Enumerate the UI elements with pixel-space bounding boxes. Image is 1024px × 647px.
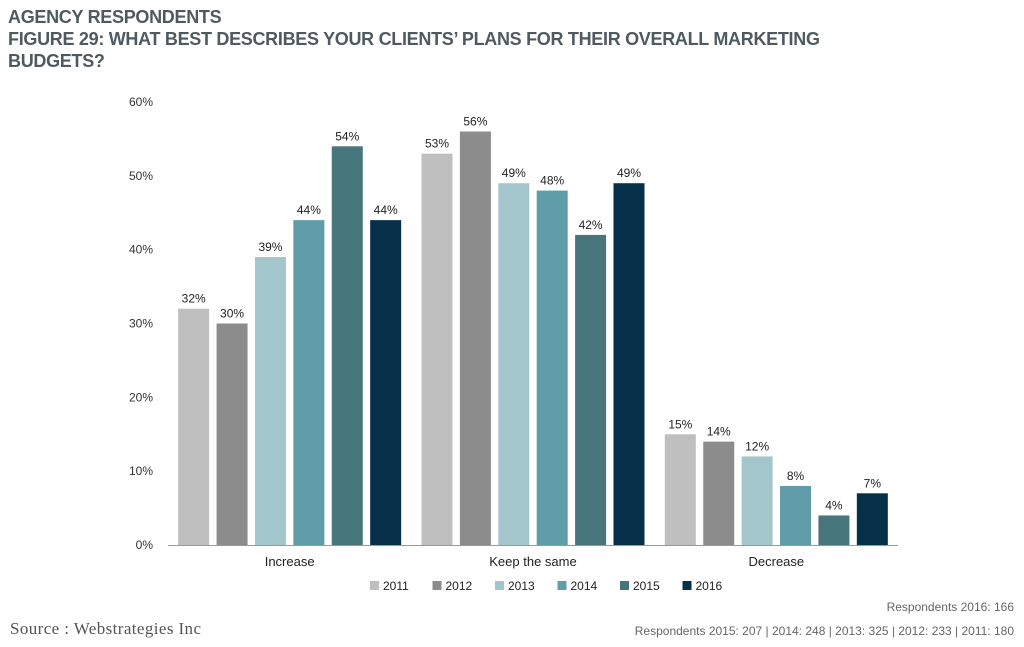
legend-swatch-2012 bbox=[432, 581, 442, 590]
bar-2013-decrease bbox=[741, 456, 773, 545]
y-tick-label: 40% bbox=[129, 243, 153, 257]
bar-2016-decrease bbox=[856, 493, 888, 545]
bar-2011-keep-the-same bbox=[421, 153, 453, 545]
legend-swatch-2013 bbox=[495, 581, 504, 590]
y-tick-label: 30% bbox=[129, 317, 153, 331]
data-label: 4% bbox=[825, 498, 843, 512]
data-label: 39% bbox=[258, 240, 282, 254]
legend-label-2011: 2011 bbox=[383, 579, 409, 593]
data-label: 44% bbox=[297, 203, 321, 217]
bar-2015-increase bbox=[331, 146, 363, 546]
x-category-label: Keep the same bbox=[489, 554, 576, 569]
legend-label-2013: 2013 bbox=[508, 579, 535, 593]
bar-2013-increase bbox=[254, 257, 286, 545]
section-kicker: AGENCY RESPONDENTS bbox=[8, 7, 222, 27]
data-label: 32% bbox=[182, 292, 206, 306]
data-label: 15% bbox=[668, 417, 692, 431]
x-category-label: Decrease bbox=[749, 554, 805, 569]
bar-2013-keep-the-same bbox=[498, 183, 530, 545]
bar-2015-keep-the-same bbox=[575, 234, 607, 545]
bar-2016-increase bbox=[370, 220, 402, 545]
data-label: 44% bbox=[374, 203, 398, 217]
data-label: 49% bbox=[502, 166, 526, 180]
y-tick-label: 20% bbox=[129, 390, 153, 404]
legend-swatch-2014 bbox=[557, 581, 567, 590]
chart-title: FIGURE 29: WHAT BEST DESCRIBES YOUR CLIE… bbox=[8, 29, 820, 71]
y-tick-label: 60% bbox=[129, 95, 153, 109]
x-category-label: Increase bbox=[265, 554, 315, 569]
data-label: 8% bbox=[787, 469, 805, 483]
data-label: 12% bbox=[745, 439, 769, 453]
bar-2012-keep-the-same bbox=[459, 131, 491, 546]
data-label: 56% bbox=[463, 115, 487, 129]
bar-2015-decrease bbox=[818, 515, 850, 545]
bar-2012-decrease bbox=[703, 441, 735, 545]
bar-2016-keep-the-same bbox=[613, 183, 645, 545]
bar-2011-increase bbox=[178, 308, 210, 545]
legend-label-2016: 2016 bbox=[696, 579, 723, 593]
data-label: 54% bbox=[335, 129, 359, 143]
y-tick-label: 10% bbox=[129, 464, 153, 478]
y-tick-label: 50% bbox=[129, 169, 153, 183]
legend-label-2014: 2014 bbox=[571, 579, 598, 593]
data-label: 42% bbox=[579, 218, 603, 232]
data-label: 49% bbox=[617, 166, 641, 180]
data-label: 7% bbox=[864, 476, 882, 490]
respondents-2016-note: Respondents 2016: 166 bbox=[886, 600, 1014, 614]
data-label: 14% bbox=[707, 425, 731, 439]
bar-2014-increase bbox=[293, 220, 325, 545]
legend-label-2015: 2015 bbox=[633, 579, 660, 593]
y-tick-label: 0% bbox=[136, 538, 154, 552]
legend-swatch-2015 bbox=[620, 581, 629, 590]
legend-swatch-2011 bbox=[370, 581, 379, 590]
bar-2014-keep-the-same bbox=[536, 190, 568, 545]
bar-2014-decrease bbox=[780, 485, 812, 545]
legend-swatch-2016 bbox=[682, 581, 692, 590]
chart-header: AGENCY RESPONDENTS FIGURE 29: WHAT BEST … bbox=[8, 6, 908, 72]
data-label: 30% bbox=[220, 307, 244, 321]
respondents-prior-note: Respondents 2015: 207 | 2014: 248 | 2013… bbox=[634, 624, 1014, 638]
legend-label-2012: 2012 bbox=[446, 579, 473, 593]
bar-2011-decrease bbox=[664, 434, 696, 545]
data-label: 48% bbox=[540, 174, 564, 188]
bar-2012-increase bbox=[216, 323, 248, 545]
source-note: Source : Webstrategies Inc bbox=[10, 619, 202, 638]
data-label: 53% bbox=[425, 137, 449, 151]
